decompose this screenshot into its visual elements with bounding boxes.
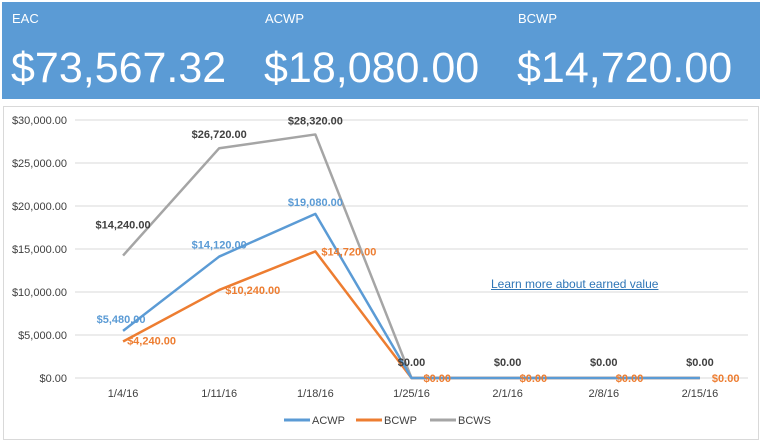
data-label-bcws: $26,720.00 bbox=[192, 129, 247, 141]
y-tick-label: $5,000.00 bbox=[18, 330, 67, 342]
series-line-acwp bbox=[122, 212, 700, 380]
y-tick-label: $0.00 bbox=[39, 373, 67, 385]
data-label-bcws: $0.00 bbox=[494, 357, 522, 369]
y-tick-label: $30,000.00 bbox=[12, 115, 67, 127]
x-tick-label: 1/25/16 bbox=[393, 388, 430, 400]
data-label-bcws: $0.00 bbox=[590, 357, 618, 369]
data-label-bcwp: $4,240.00 bbox=[127, 336, 176, 348]
legend-label-bcws: BCWS bbox=[458, 415, 491, 427]
learn-more-link[interactable]: Learn more about earned value bbox=[491, 277, 659, 291]
x-tick-label: 1/4/16 bbox=[108, 388, 139, 400]
x-tick-label: 2/1/16 bbox=[492, 388, 523, 400]
data-label-bcwp: $0.00 bbox=[616, 373, 644, 385]
y-tick-label: $10,000.00 bbox=[12, 287, 67, 299]
data-label-bcws: $0.00 bbox=[398, 357, 426, 369]
kpi-value: $18,080.00 bbox=[264, 44, 480, 92]
y-tick-label: $15,000.00 bbox=[12, 244, 67, 256]
chart-frame bbox=[3, 106, 759, 440]
data-label-bcwp: $10,240.00 bbox=[225, 285, 280, 297]
data-label-acwp: $19,080.00 bbox=[288, 197, 343, 209]
y-tick-label: $25,000.00 bbox=[12, 158, 67, 170]
data-label-bcwp: $0.00 bbox=[424, 373, 452, 385]
series-line-bcws bbox=[122, 133, 700, 380]
data-label-bcwp: $0.00 bbox=[712, 373, 740, 385]
legend-label-bcwp: BCWP bbox=[384, 415, 417, 427]
kpi-label: EAC bbox=[12, 11, 39, 26]
x-tick-label: 2/15/16 bbox=[682, 388, 719, 400]
data-label-bcws: $14,240.00 bbox=[96, 220, 151, 232]
data-label-acwp: $14,120.00 bbox=[192, 240, 247, 252]
x-tick-label: 1/11/16 bbox=[201, 388, 237, 400]
data-label-bcws: $0.00 bbox=[686, 357, 714, 369]
data-label-bcwp: $14,720.00 bbox=[321, 246, 376, 258]
x-tick-label: 1/18/16 bbox=[297, 388, 334, 400]
data-label-bcwp: $0.00 bbox=[520, 373, 548, 385]
y-tick-label: $20,000.00 bbox=[12, 201, 67, 213]
kpi-value: $14,720.00 bbox=[517, 44, 733, 92]
kpi-value: $73,567.32 bbox=[11, 44, 227, 92]
legend-label-acwp: ACWP bbox=[312, 415, 345, 427]
data-label-acwp: $5,480.00 bbox=[97, 314, 146, 326]
x-tick-label: 2/8/16 bbox=[588, 388, 619, 400]
kpi-label: BCWP bbox=[518, 11, 557, 26]
data-label-bcws: $28,320.00 bbox=[288, 115, 343, 127]
kpi-label: ACWP bbox=[265, 11, 304, 26]
kpi-band: EAC $73,567.32 ACWP $18,080.00 BCWP $14,… bbox=[2, 2, 760, 99]
